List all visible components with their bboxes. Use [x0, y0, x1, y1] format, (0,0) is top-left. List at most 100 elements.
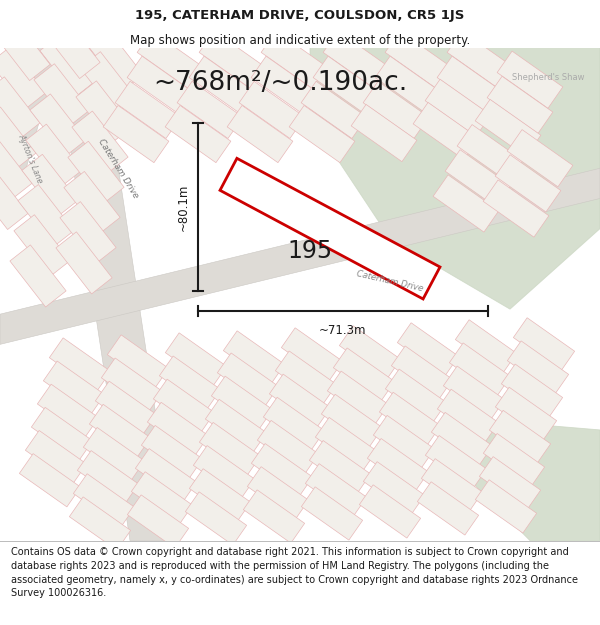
- Polygon shape: [0, 47, 46, 109]
- Polygon shape: [60, 202, 116, 264]
- Polygon shape: [251, 56, 317, 113]
- Polygon shape: [490, 411, 551, 464]
- Polygon shape: [49, 338, 110, 391]
- Polygon shape: [359, 485, 421, 538]
- Polygon shape: [0, 48, 60, 188]
- Polygon shape: [507, 129, 573, 187]
- Polygon shape: [413, 102, 479, 159]
- Polygon shape: [0, 19, 50, 81]
- Polygon shape: [487, 76, 553, 134]
- Polygon shape: [76, 81, 132, 143]
- Polygon shape: [72, 111, 128, 173]
- Polygon shape: [127, 56, 193, 113]
- Text: 195: 195: [287, 239, 332, 262]
- Polygon shape: [217, 353, 278, 406]
- Polygon shape: [364, 462, 425, 515]
- Polygon shape: [205, 399, 266, 452]
- Polygon shape: [497, 51, 563, 108]
- Polygon shape: [44, 16, 100, 79]
- Polygon shape: [0, 77, 40, 139]
- Polygon shape: [385, 31, 451, 88]
- Polygon shape: [508, 341, 569, 394]
- Polygon shape: [261, 31, 327, 88]
- Polygon shape: [115, 81, 181, 139]
- Polygon shape: [379, 392, 440, 446]
- Polygon shape: [239, 81, 305, 139]
- Polygon shape: [185, 492, 247, 545]
- Polygon shape: [199, 31, 265, 88]
- Polygon shape: [475, 99, 541, 157]
- Polygon shape: [323, 31, 389, 88]
- Polygon shape: [301, 487, 362, 540]
- Polygon shape: [190, 469, 251, 522]
- Polygon shape: [431, 412, 493, 466]
- Polygon shape: [43, 361, 104, 414]
- Polygon shape: [483, 180, 549, 237]
- Polygon shape: [313, 56, 379, 113]
- Polygon shape: [127, 495, 188, 548]
- Polygon shape: [95, 381, 157, 434]
- Polygon shape: [87, 29, 143, 91]
- Polygon shape: [103, 106, 169, 162]
- Text: Contains OS data © Crown copyright and database right 2021. This information is : Contains OS data © Crown copyright and d…: [11, 548, 578, 598]
- Polygon shape: [244, 490, 305, 543]
- Polygon shape: [37, 384, 98, 438]
- Polygon shape: [447, 31, 513, 88]
- Polygon shape: [55, 48, 175, 541]
- Polygon shape: [154, 379, 215, 432]
- Polygon shape: [275, 351, 337, 404]
- Polygon shape: [0, 107, 36, 169]
- Polygon shape: [385, 369, 446, 423]
- Polygon shape: [433, 175, 499, 232]
- Polygon shape: [83, 428, 145, 481]
- Polygon shape: [263, 398, 325, 451]
- Polygon shape: [227, 106, 293, 162]
- Polygon shape: [165, 106, 231, 162]
- Polygon shape: [247, 467, 308, 520]
- Polygon shape: [257, 421, 319, 474]
- Text: Shepherd's Shaw: Shepherd's Shaw: [512, 73, 584, 82]
- Polygon shape: [142, 426, 203, 479]
- Polygon shape: [70, 497, 131, 550]
- Polygon shape: [136, 449, 197, 502]
- Text: Caterham Drive: Caterham Drive: [356, 269, 424, 293]
- Polygon shape: [148, 402, 209, 456]
- Polygon shape: [19, 454, 80, 507]
- Polygon shape: [40, 34, 96, 97]
- Polygon shape: [310, 48, 600, 309]
- Text: ~71.3m: ~71.3m: [319, 324, 367, 338]
- Polygon shape: [305, 464, 367, 517]
- Polygon shape: [199, 422, 260, 476]
- Polygon shape: [495, 155, 561, 212]
- Polygon shape: [373, 416, 434, 469]
- Polygon shape: [437, 389, 499, 442]
- Polygon shape: [418, 482, 479, 535]
- Polygon shape: [31, 408, 92, 461]
- Polygon shape: [160, 356, 221, 409]
- Text: ~80.1m: ~80.1m: [177, 183, 190, 231]
- Polygon shape: [89, 404, 151, 458]
- Polygon shape: [289, 106, 355, 162]
- Polygon shape: [107, 335, 169, 388]
- Polygon shape: [502, 364, 563, 418]
- Polygon shape: [316, 418, 377, 471]
- Polygon shape: [193, 446, 254, 499]
- Polygon shape: [177, 81, 243, 139]
- Text: ~768m²/~0.190ac.: ~768m²/~0.190ac.: [153, 70, 407, 96]
- Polygon shape: [375, 56, 441, 113]
- Polygon shape: [211, 376, 272, 429]
- Text: Caterham Drive: Caterham Drive: [96, 137, 140, 199]
- Polygon shape: [22, 154, 78, 216]
- Polygon shape: [479, 457, 541, 510]
- Polygon shape: [310, 441, 371, 494]
- Polygon shape: [301, 81, 367, 139]
- Polygon shape: [484, 434, 545, 487]
- Polygon shape: [340, 326, 401, 379]
- Polygon shape: [137, 31, 203, 88]
- Polygon shape: [421, 459, 482, 512]
- Polygon shape: [80, 52, 136, 114]
- Polygon shape: [0, 168, 600, 344]
- Polygon shape: [64, 171, 120, 234]
- Polygon shape: [281, 328, 343, 381]
- Polygon shape: [367, 439, 428, 492]
